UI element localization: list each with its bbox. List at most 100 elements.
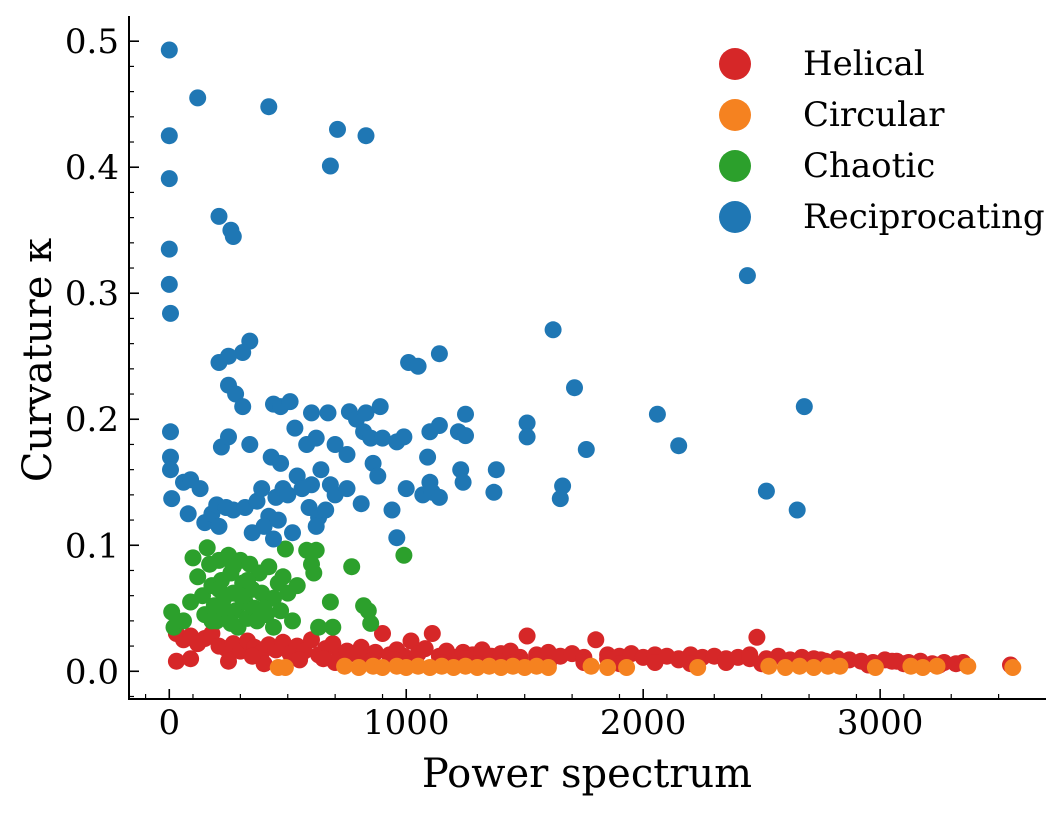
data-point-reciprocating xyxy=(162,423,179,441)
data-point-reciprocating xyxy=(253,480,271,498)
data-point-helical xyxy=(670,651,688,669)
data-point-reciprocating xyxy=(227,385,245,403)
legend-label: Circular xyxy=(803,95,945,135)
data-point-chaotic xyxy=(395,546,413,564)
data-point-reciprocating xyxy=(160,41,178,59)
data-point-circular xyxy=(959,657,977,675)
data-point-reciprocating xyxy=(454,473,472,491)
data-point-helical xyxy=(182,650,200,668)
data-point-circular xyxy=(539,659,557,676)
legend-marker xyxy=(719,48,751,80)
data-point-reciprocating xyxy=(210,354,228,371)
ticks-layer: 0 1000 2000 3000 0.0 0.1 0.2 0.3 0.4 0.5 xyxy=(65,22,1000,743)
axes: 0 1000 2000 3000 0.0 0.1 0.2 0.3 0.4 0.5 xyxy=(65,16,1046,743)
data-point-reciprocating xyxy=(307,429,325,447)
data-point-reciprocating xyxy=(160,170,178,188)
data-point-chaotic xyxy=(255,599,273,617)
data-point-reciprocating xyxy=(162,461,179,479)
data-point-reciprocating xyxy=(224,228,242,245)
y-tick-label: 0.4 xyxy=(65,148,119,188)
legend-item-helical: Helical xyxy=(719,44,925,84)
data-point-reciprocating xyxy=(457,427,474,445)
data-point-reciprocating xyxy=(162,304,179,322)
data-point-chaotic xyxy=(265,618,282,636)
data-point-reciprocating xyxy=(293,480,311,498)
legend-marker xyxy=(719,99,751,131)
legend-marker xyxy=(719,201,751,233)
y-tick-label: 0.3 xyxy=(65,274,119,314)
data-point-chaotic xyxy=(189,568,207,586)
data-point-reciprocating xyxy=(303,404,320,422)
data-point-reciprocating xyxy=(338,480,356,498)
series-chaotic xyxy=(163,539,413,636)
data-point-reciprocating xyxy=(648,405,666,423)
data-point-reciprocating xyxy=(371,398,389,416)
data-point-reciprocating xyxy=(260,98,278,116)
data-point-helical xyxy=(402,632,420,650)
data-point-circular xyxy=(276,659,294,676)
data-point-helical xyxy=(518,627,536,645)
data-point-reciprocating xyxy=(234,398,252,416)
data-point-chaotic xyxy=(163,603,181,621)
data-point-reciprocating xyxy=(319,404,337,422)
data-point-reciprocating xyxy=(397,480,415,498)
data-point-circular xyxy=(791,657,809,675)
data-point-circular xyxy=(350,659,368,676)
x-tick-label: 3000 xyxy=(837,703,924,743)
data-point-helical xyxy=(741,650,759,668)
data-point-reciprocating xyxy=(419,448,437,466)
data-point-reciprocating xyxy=(272,454,290,472)
data-point-chaotic xyxy=(272,602,290,620)
data-point-chaotic xyxy=(343,558,361,576)
data-point-chaotic xyxy=(307,541,325,559)
data-point-chaotic xyxy=(215,599,233,617)
data-point-chaotic xyxy=(260,558,278,576)
data-point-circular xyxy=(618,659,636,676)
data-point-reciprocating xyxy=(326,436,344,453)
data-point-reciprocating xyxy=(485,483,503,501)
data-point-reciprocating xyxy=(357,127,375,145)
y-tick-label: 0.5 xyxy=(65,22,119,62)
data-point-reciprocating xyxy=(210,517,228,535)
data-point-helical xyxy=(748,628,766,646)
data-point-helical xyxy=(167,652,185,670)
x-tick-label: 1000 xyxy=(363,703,450,743)
data-point-reciprocating xyxy=(281,393,299,411)
data-point-circular xyxy=(582,657,600,675)
data-point-reciprocating xyxy=(577,441,595,458)
data-point-chaotic xyxy=(224,558,242,576)
data-point-chaotic xyxy=(222,614,240,632)
data-point-reciprocating xyxy=(551,490,569,508)
data-point-circular xyxy=(689,659,707,676)
data-point-chaotic xyxy=(276,540,294,558)
data-point-chaotic xyxy=(310,618,328,636)
data-point-reciprocating xyxy=(670,437,688,455)
data-point-reciprocating xyxy=(160,240,178,258)
data-point-circular xyxy=(374,659,391,676)
data-point-chaotic xyxy=(288,577,306,595)
series-circular xyxy=(269,657,1022,676)
legend-item-chaotic: Chaotic xyxy=(719,146,935,186)
data-point-helical xyxy=(374,625,391,642)
y-axis-label: Curvature κ xyxy=(15,238,61,482)
data-point-reciprocating xyxy=(162,448,179,466)
data-point-chaotic xyxy=(362,614,380,632)
data-point-reciprocating xyxy=(357,404,375,422)
x-tick-label: 0 xyxy=(158,703,180,743)
data-point-reciprocating xyxy=(518,428,536,446)
data-point-reciprocating xyxy=(388,529,406,547)
data-point-chaotic xyxy=(274,568,292,586)
legend-label: Reciprocating xyxy=(803,197,1045,237)
data-point-chaotic xyxy=(198,539,216,557)
data-point-helical xyxy=(291,651,309,669)
data-point-reciprocating xyxy=(795,398,813,416)
data-point-reciprocating xyxy=(409,357,427,375)
data-point-reciprocating xyxy=(234,344,252,361)
data-point-reciprocating xyxy=(179,505,197,523)
data-point-reciprocating xyxy=(241,436,259,453)
y-tick-label: 0.0 xyxy=(65,652,119,692)
points-layer xyxy=(160,41,1022,676)
data-point-reciprocating xyxy=(191,480,209,498)
data-point-reciprocating xyxy=(163,490,181,508)
